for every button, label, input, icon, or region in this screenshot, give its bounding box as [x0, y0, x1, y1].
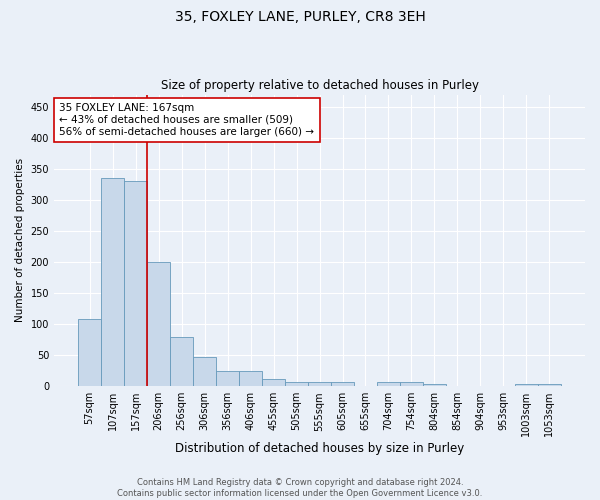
Bar	[101, 178, 124, 386]
Text: 35 FOXLEY LANE: 167sqm
← 43% of detached houses are smaller (509)
56% of semi-de: 35 FOXLEY LANE: 167sqm ← 43% of detached…	[59, 104, 314, 136]
Bar	[285, 382, 308, 386]
X-axis label: Distribution of detached houses by size in Purley: Distribution of detached houses by size …	[175, 442, 464, 455]
Bar	[239, 372, 262, 386]
Bar	[262, 380, 285, 386]
Bar	[515, 384, 538, 386]
Title: Size of property relative to detached houses in Purley: Size of property relative to detached ho…	[161, 79, 479, 92]
Text: 35, FOXLEY LANE, PURLEY, CR8 3EH: 35, FOXLEY LANE, PURLEY, CR8 3EH	[175, 10, 425, 24]
Text: Contains HM Land Registry data © Crown copyright and database right 2024.
Contai: Contains HM Land Registry data © Crown c…	[118, 478, 482, 498]
Bar	[124, 182, 147, 386]
Bar	[78, 319, 101, 386]
Bar	[423, 384, 446, 386]
Bar	[400, 382, 423, 386]
Bar	[147, 262, 170, 386]
Bar	[170, 336, 193, 386]
Bar	[538, 384, 561, 386]
Bar	[216, 370, 239, 386]
Bar	[377, 382, 400, 386]
Bar	[308, 382, 331, 386]
Y-axis label: Number of detached properties: Number of detached properties	[15, 158, 25, 322]
Bar	[193, 357, 216, 386]
Bar	[331, 382, 354, 386]
